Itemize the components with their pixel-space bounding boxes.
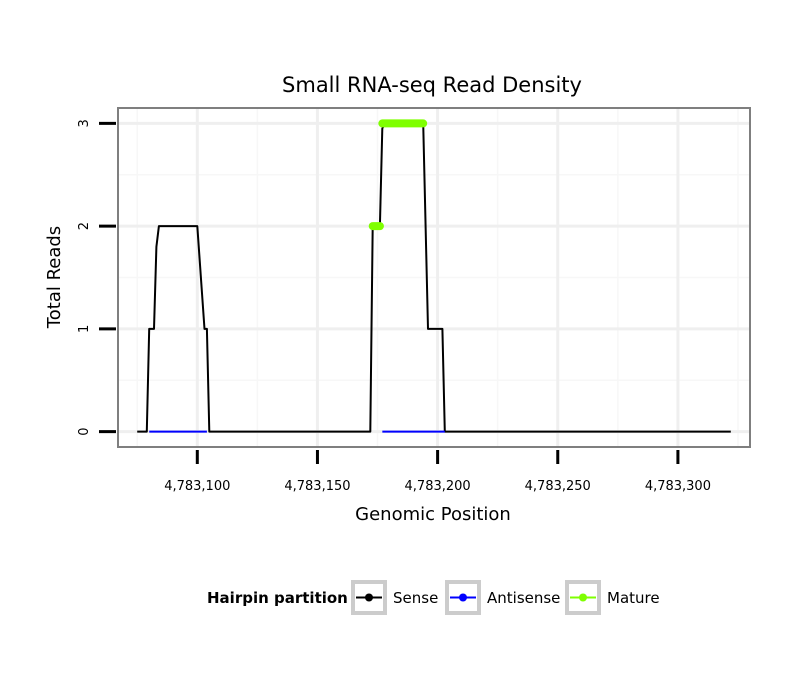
chart-title: Small RNA-seq Read Density [282, 73, 582, 97]
y-tick-label: 3 [77, 119, 92, 127]
x-tick-label: 4,783,300 [645, 479, 711, 494]
plot-panel [117, 107, 751, 448]
y-tick-label: 1 [77, 325, 92, 333]
legend-point-mature [579, 593, 587, 602]
x-tick-label: 4,783,250 [525, 479, 591, 494]
x-tick-label: 4,783,100 [164, 479, 230, 494]
y-axis-label: Total Reads [44, 226, 65, 329]
legend-point-antisense [459, 593, 467, 602]
legend-label-mature: Mature [607, 589, 660, 607]
legend-title: Hairpin partition [207, 589, 348, 607]
data-series [137, 119, 731, 433]
legend: Hairpin partition Sense Antisense Mature [207, 580, 660, 615]
sense-series-line [137, 122, 731, 433]
x-tick-label: 4,783,200 [405, 479, 471, 494]
x-tick-label: 4,783,150 [284, 479, 350, 494]
legend-label-antisense: Antisense [487, 589, 560, 607]
plot-border [117, 107, 751, 448]
legend-point-sense [365, 593, 373, 602]
x-axis-label: Genomic Position [355, 504, 511, 525]
x-axis: 4,783,100 4,783,150 4,783,200 4,783,250 4,78… [164, 450, 711, 494]
y-tick-label: 2 [77, 222, 92, 230]
legend-label-sense: Sense [393, 589, 438, 607]
y-tick-label: 0 [77, 427, 92, 435]
y-axis: 0 1 2 3 [77, 119, 116, 436]
